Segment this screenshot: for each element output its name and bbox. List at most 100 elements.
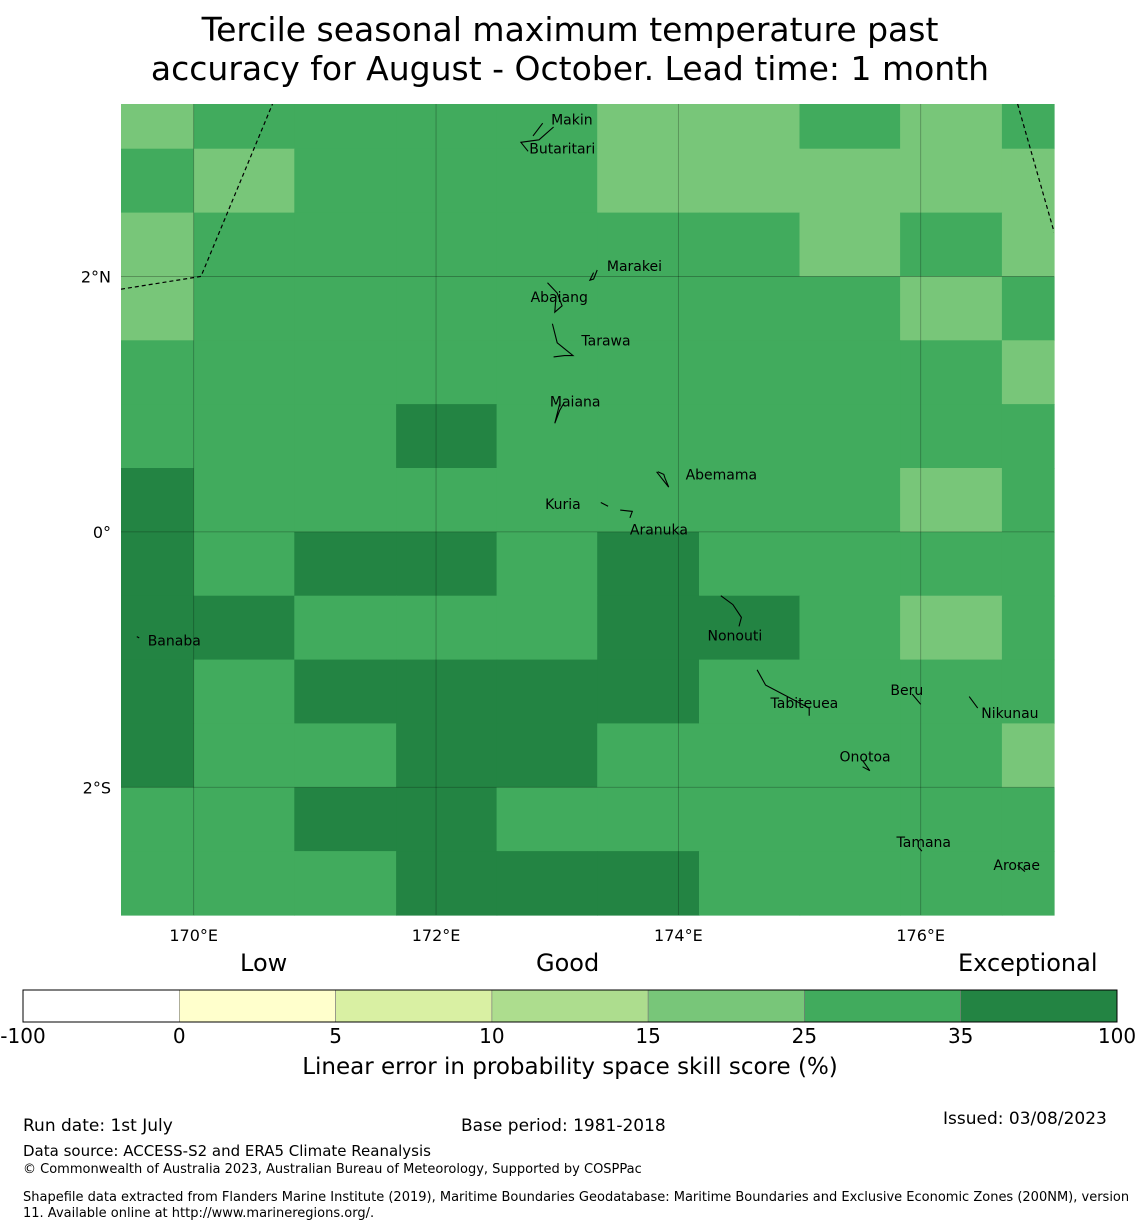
skill-cell — [396, 104, 498, 150]
skill-cell — [1001, 276, 1055, 341]
colorbar-tick-label: 15 — [635, 1024, 661, 1048]
colorbar-tick-label: 25 — [791, 1024, 818, 1048]
skill-cell — [900, 340, 1003, 405]
skill-cell — [1001, 787, 1055, 852]
colorbar-segment — [491, 989, 649, 1023]
skill-cell — [193, 787, 295, 852]
island-label: Arorae — [993, 858, 1040, 874]
eez-boundaries — [121, 104, 1054, 290]
island-outline — [519, 126, 554, 152]
skill-cell — [496, 404, 598, 469]
data-source: Data source: ACCESS-S2 and ERA5 Climate … — [23, 1142, 431, 1160]
island-label: Aranuka — [630, 522, 688, 538]
skill-cell — [396, 531, 498, 597]
skill-cell — [597, 340, 700, 405]
island-outline — [600, 502, 609, 507]
skill-cell — [121, 531, 195, 597]
skill-cell — [1001, 595, 1055, 661]
skill-cell — [1001, 340, 1055, 405]
skill-score-map: 170°E 172°E 174°E 176°E 2°N 0° 2°S Makin Butarit… — [81, 104, 1055, 945]
island-outline — [862, 760, 871, 772]
island-label: Nonouti — [708, 628, 763, 644]
skill-cell — [699, 276, 801, 341]
island-outline — [756, 669, 810, 716]
skill-cell — [193, 723, 295, 788]
skill-cell — [699, 340, 801, 405]
skill-cell — [294, 787, 397, 852]
skill-cell — [294, 595, 397, 661]
colorbar-tick-label: 35 — [947, 1024, 974, 1048]
skill-cell — [294, 531, 397, 597]
colorbar-tick-label: 0 — [172, 1024, 186, 1048]
skill-cell — [597, 531, 700, 597]
skill-cell — [799, 104, 901, 150]
skill-cell — [699, 787, 801, 852]
skill-cell — [1001, 468, 1055, 533]
lat-tick-label: 2°N — [81, 267, 111, 286]
islands: Makin Butaritari Marakei Abaiang Tarawa Maian… — [136, 112, 1040, 874]
skill-cell — [597, 468, 700, 533]
skill-cell — [799, 851, 901, 916]
colorbar-segment — [179, 989, 336, 1023]
island-outline — [532, 122, 544, 137]
colorbar-category-exceptional: Exceptional — [958, 949, 1098, 977]
skill-cell — [193, 212, 295, 278]
issued-date: Issued: 03/08/2023 — [943, 1109, 1107, 1129]
skill-cell — [1001, 212, 1055, 278]
colorbar-frame — [22, 989, 1118, 1023]
island-outline — [547, 282, 563, 314]
skill-cell — [699, 531, 801, 597]
island-outline — [136, 636, 140, 639]
island-label: Makin — [551, 112, 593, 128]
skill-cell — [799, 723, 901, 788]
island-outline — [551, 323, 575, 358]
lat-tick-label: 2°S — [83, 778, 111, 797]
colorbar-category-low: Low — [240, 949, 288, 977]
colorbar-segment — [335, 989, 493, 1023]
skill-cells — [121, 104, 1055, 916]
copyright-notice: © Commonwealth of Australia 2023, Austra… — [23, 1162, 642, 1177]
skill-cell — [496, 723, 598, 788]
skill-cell — [294, 276, 397, 341]
skill-cell — [496, 468, 598, 533]
skill-cell — [121, 787, 195, 852]
island-outline — [656, 471, 670, 488]
skill-cell — [396, 595, 498, 661]
skill-cell — [193, 104, 295, 150]
skill-cell — [121, 723, 195, 788]
island-label: Abemama — [686, 467, 758, 483]
island-label: Banaba — [148, 633, 201, 649]
skill-cell — [900, 851, 1003, 916]
skill-cell — [496, 340, 598, 405]
island-outline — [588, 269, 598, 282]
island-outline — [554, 403, 564, 424]
skill-cell — [597, 851, 700, 916]
skill-cell — [193, 340, 295, 405]
skill-cell — [597, 276, 700, 341]
skill-cell — [699, 404, 801, 469]
skill-cell — [496, 595, 598, 661]
skill-cell — [799, 212, 901, 278]
skill-cell — [597, 787, 700, 852]
skill-cell — [294, 104, 397, 150]
graticule — [121, 104, 1054, 915]
skill-cell — [900, 531, 1003, 597]
skill-cell — [900, 595, 1003, 661]
island-label: Maiana — [550, 395, 601, 411]
shapefile-credit: Shapefile data extracted from Flanders M… — [23, 1190, 1130, 1221]
skill-cell — [193, 851, 295, 916]
skill-cell — [1001, 404, 1055, 469]
lon-tick-label: 174°E — [654, 926, 703, 945]
skill-cell — [121, 340, 195, 405]
skill-cell — [496, 531, 598, 597]
skill-cell — [699, 659, 801, 725]
skill-cell — [699, 595, 801, 661]
colorbar-tick-label: -100 — [0, 1024, 46, 1048]
skill-cell — [900, 723, 1003, 788]
skill-cell — [699, 212, 801, 278]
island-outline — [620, 509, 634, 518]
skill-cell — [396, 468, 498, 533]
skill-cell — [900, 659, 1003, 725]
skill-cell — [597, 595, 700, 661]
skill-cell — [496, 212, 598, 278]
